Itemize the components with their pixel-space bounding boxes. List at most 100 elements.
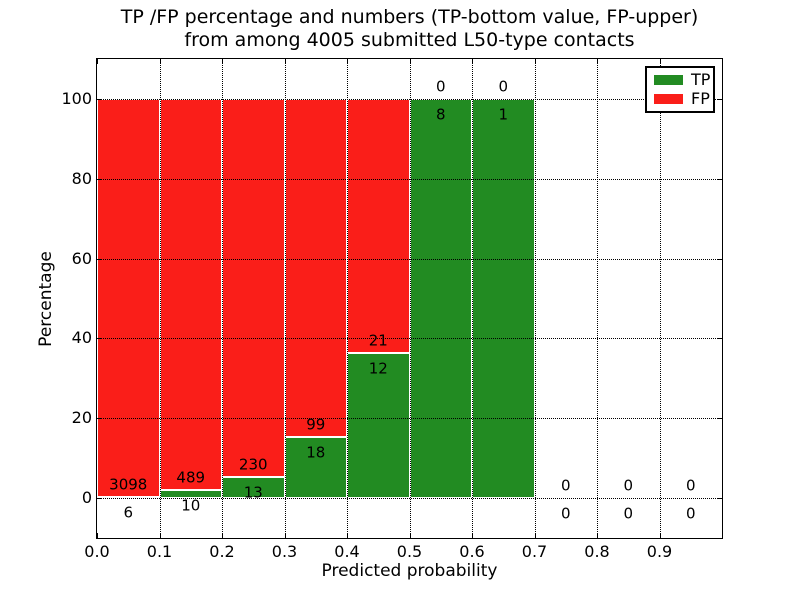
fp-count-label: 230 xyxy=(238,455,268,474)
bar-segment-fp xyxy=(97,98,160,498)
y-tick-mark xyxy=(97,338,102,340)
x-tick-mark-top xyxy=(597,59,598,64)
plot-area: 3098 6 489 10 230 13 99 18 21 12 0 8 0 1 0 0 0 0 0 0 xyxy=(96,58,723,539)
tp-count-label: 6 xyxy=(123,503,134,522)
x-tick-mark-top xyxy=(222,59,223,64)
fp-count-label: 3098 xyxy=(109,475,148,494)
tp-count-label: 8 xyxy=(435,105,446,124)
legend-label-tp: TP xyxy=(691,69,711,89)
x-tick-mark xyxy=(659,533,661,538)
y-tick-mark xyxy=(97,178,102,180)
y-tick-mark-right xyxy=(717,338,722,340)
fp-count-label: 0 xyxy=(560,476,571,495)
x-tick-mark-top xyxy=(409,59,411,64)
fp-count-label: 0 xyxy=(498,77,509,96)
fp-count-label: 0 xyxy=(623,476,634,495)
gridline-horizontal xyxy=(97,338,722,340)
x-tick-mark xyxy=(97,533,98,538)
y-tick-mark xyxy=(97,498,102,500)
x-tick-mark xyxy=(472,533,473,538)
y-tick-mark xyxy=(97,98,102,100)
gridline-horizontal xyxy=(97,418,722,420)
fp-count-label: 99 xyxy=(306,415,326,434)
gridline-vertical xyxy=(347,59,348,538)
x-tick-mark xyxy=(222,533,223,538)
x-tick-mark-top xyxy=(159,59,161,64)
x-tick-mark xyxy=(722,533,723,538)
y-tick-label: 60 xyxy=(71,248,92,268)
x-tick-mark-top xyxy=(472,59,473,64)
x-tick-mark xyxy=(597,533,598,538)
fp-color-swatch xyxy=(654,94,683,105)
x-tick-label: 0.7 xyxy=(521,542,548,561)
bar-segment-fp xyxy=(284,98,347,437)
x-axis-label: Predicted probability xyxy=(321,561,498,581)
tp-count-label: 0 xyxy=(685,504,696,523)
y-tick-label: 100 xyxy=(61,88,92,108)
legend-item-fp: FP xyxy=(647,91,713,107)
gridline-vertical xyxy=(159,59,161,538)
chart-title-line2: from among 4005 submitted L50-type conta… xyxy=(184,29,635,51)
fp-count-label: 21 xyxy=(368,331,388,350)
x-tick-mark-top xyxy=(659,59,661,64)
tp-color-swatch xyxy=(654,74,683,85)
x-tick-mark-top xyxy=(284,59,286,64)
x-tick-label: 0.3 xyxy=(271,542,298,561)
gridline-horizontal xyxy=(97,498,722,500)
fp-count-label: 0 xyxy=(435,77,446,96)
gridline-horizontal xyxy=(97,178,722,180)
x-tick-label: 0.4 xyxy=(334,542,360,561)
x-tick-label: 0.5 xyxy=(396,542,423,561)
y-tick-label: 20 xyxy=(71,408,92,428)
x-tick-mark xyxy=(347,533,348,538)
x-tick-label: 0.9 xyxy=(646,542,673,561)
gridline-vertical xyxy=(659,59,661,538)
x-tick-mark xyxy=(534,533,536,538)
bar-segment-tp xyxy=(472,98,535,499)
legend-item-tp: TP xyxy=(647,69,713,89)
gridline-vertical xyxy=(472,59,473,538)
y-tick-mark xyxy=(97,418,102,420)
x-tick-mark xyxy=(409,533,411,538)
x-tick-mark-top xyxy=(534,59,536,64)
chart-title-line1: TP /FP percentage and numbers (TP-bottom… xyxy=(120,6,699,28)
fp-count-label: 489 xyxy=(176,468,206,487)
gridline-vertical xyxy=(597,59,598,538)
gridline-vertical xyxy=(409,59,411,538)
bar-segment-fp xyxy=(347,98,410,353)
x-tick-mark xyxy=(159,533,161,538)
bar-segment-tp xyxy=(284,436,347,499)
y-tick-mark-right xyxy=(717,498,722,500)
legend-label-fp: FP xyxy=(691,89,710,109)
x-tick-mark-top xyxy=(722,59,723,64)
tp-count-label: 13 xyxy=(243,483,263,502)
legend: TP FP xyxy=(645,66,715,113)
y-tick-mark-right xyxy=(717,98,722,100)
bar-segment-fp xyxy=(222,98,285,477)
fp-count-label: 0 xyxy=(685,476,696,495)
y-tick-mark-right xyxy=(717,418,722,420)
x-tick-label: 0.8 xyxy=(584,542,610,561)
tp-count-label: 18 xyxy=(306,443,326,462)
tp-count-label: 1 xyxy=(498,105,509,124)
gridline-vertical xyxy=(284,59,286,538)
bar-segment-tp xyxy=(347,352,410,499)
tp-count-label: 0 xyxy=(623,504,634,523)
x-tick-mark-top xyxy=(97,59,98,64)
x-tick-label: 0.2 xyxy=(209,542,235,561)
bar-segment-tp xyxy=(409,98,472,499)
x-tick-mark-top xyxy=(347,59,348,64)
tp-count-label: 0 xyxy=(560,504,571,523)
y-tick-label: 80 xyxy=(71,168,92,188)
bar-segment-fp xyxy=(159,98,222,491)
y-tick-mark xyxy=(97,258,102,260)
x-tick-label: 0.0 xyxy=(84,542,110,561)
tp-count-label: 12 xyxy=(368,359,388,378)
x-tick-label: 0.6 xyxy=(459,542,485,561)
chart-title: TP /FP percentage and numbers (TP-bottom… xyxy=(96,6,723,52)
x-tick-label: 0.1 xyxy=(146,542,173,561)
tp-count-label: 10 xyxy=(181,496,201,515)
x-tick-mark xyxy=(284,533,286,538)
gridline-horizontal xyxy=(97,258,722,260)
